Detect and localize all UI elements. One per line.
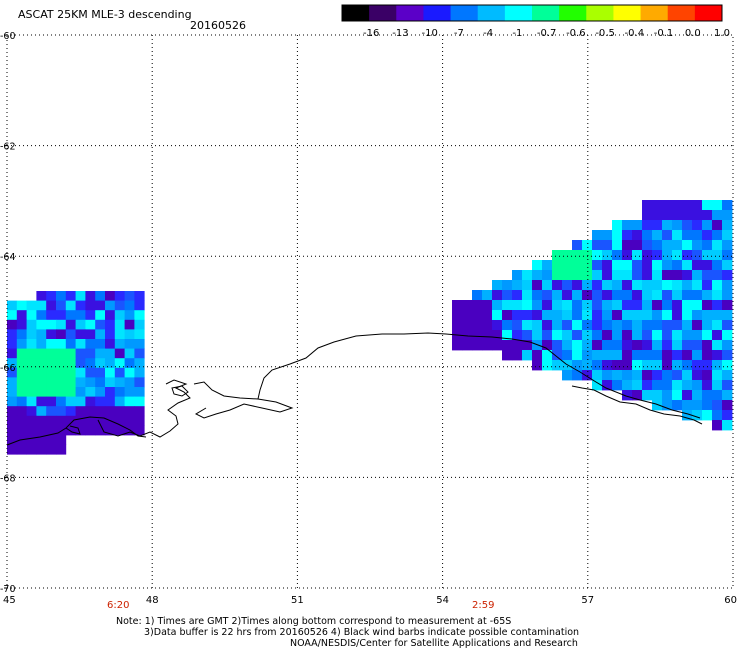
time-label-left: 6:20 <box>107 600 130 611</box>
colorbar-segment <box>613 5 642 21</box>
lat-label: -70 <box>0 584 16 595</box>
note-line-2: 3)Data buffer is 22 hrs from 20160526 4)… <box>144 627 580 638</box>
colorbar-label: 1.0 <box>714 28 730 39</box>
colorbar-label: -0.5 <box>595 28 615 39</box>
lon-label: 57 <box>581 595 594 606</box>
colorbar-segment <box>369 5 397 21</box>
colorbar-segment <box>396 5 424 21</box>
colorbar-label: -16 <box>363 28 379 39</box>
colorbar-segment <box>504 5 533 21</box>
colorbar-segment <box>667 5 696 21</box>
lat-label: -64 <box>0 252 16 263</box>
colorbar-segment <box>477 5 506 21</box>
colorbar-label: -7 <box>454 28 464 39</box>
colorbar-label: -1 <box>512 28 522 39</box>
lat-label: -60 <box>0 31 16 42</box>
colorbar-border <box>341 4 723 22</box>
colorbar-label: -10 <box>422 28 438 39</box>
colorbar-segment <box>450 5 479 21</box>
colorbar-segment <box>342 5 370 21</box>
data-cells <box>7 200 733 455</box>
colorbar-segment <box>640 5 669 21</box>
colorbar-label: 0.0 <box>685 28 701 39</box>
lon-label: 60 <box>724 595 737 606</box>
colorbar-segment <box>532 5 560 21</box>
lon-label: 51 <box>291 595 304 606</box>
colorbar-label: -0.4 <box>625 28 645 39</box>
colorbar-segment <box>559 5 587 21</box>
lon-label: 45 <box>3 595 16 606</box>
colorbar-label: -13 <box>392 28 408 39</box>
grid-lines <box>7 35 733 588</box>
coastline <box>6 332 703 446</box>
lat-label: -68 <box>0 473 16 484</box>
colorbar-segment <box>423 5 452 21</box>
time-label-right: 2:59 <box>472 600 495 611</box>
colorbar-label: -4 <box>483 28 493 39</box>
colorbar-segment <box>694 5 723 21</box>
map-title: ASCAT 25KM MLE-3 descending <box>18 8 192 21</box>
colorbar-label: -0.7 <box>537 28 557 39</box>
lon-label: 54 <box>436 595 449 606</box>
colorbar-label: -0.1 <box>654 28 674 39</box>
note-line-3: NOAA/NESDIS/Center for Satellite Applica… <box>290 638 578 649</box>
note-line-1: Note: 1) Times are GMT 2)Times along bot… <box>116 616 512 627</box>
lat-label: -62 <box>0 142 16 153</box>
colorbar-segment <box>586 5 614 21</box>
map-date: 20160526 <box>190 19 246 32</box>
lat-label: -66 <box>0 363 16 374</box>
colorbar: -16 -13 -10 -7 -4 -1 -0.7 -0.6 -0.5 -0.4 -0.1 0.0 1.… <box>341 4 730 39</box>
lon-label: 48 <box>146 595 159 606</box>
colorbar-label: -0.6 <box>566 28 586 39</box>
